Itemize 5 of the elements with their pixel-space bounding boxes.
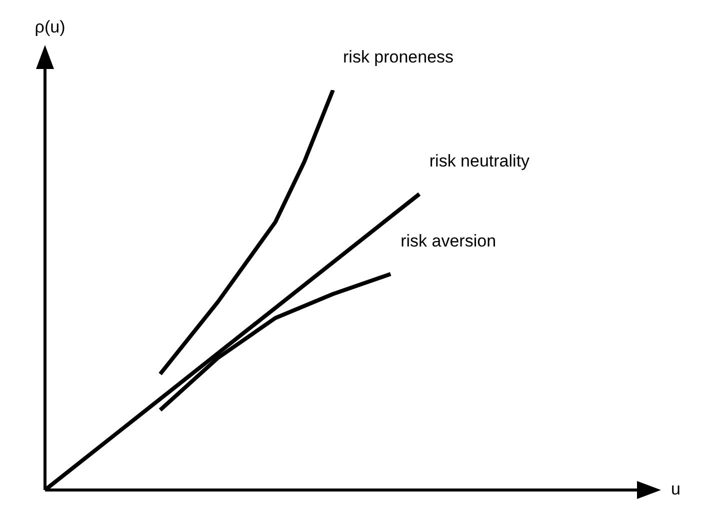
x-axis-title: u <box>671 480 680 499</box>
series-label: risk neutrality <box>429 152 530 171</box>
series-label: risk aversion <box>400 232 496 251</box>
series-label: risk proneness <box>343 48 454 67</box>
y-axis-title: ρ(u) <box>34 18 66 37</box>
